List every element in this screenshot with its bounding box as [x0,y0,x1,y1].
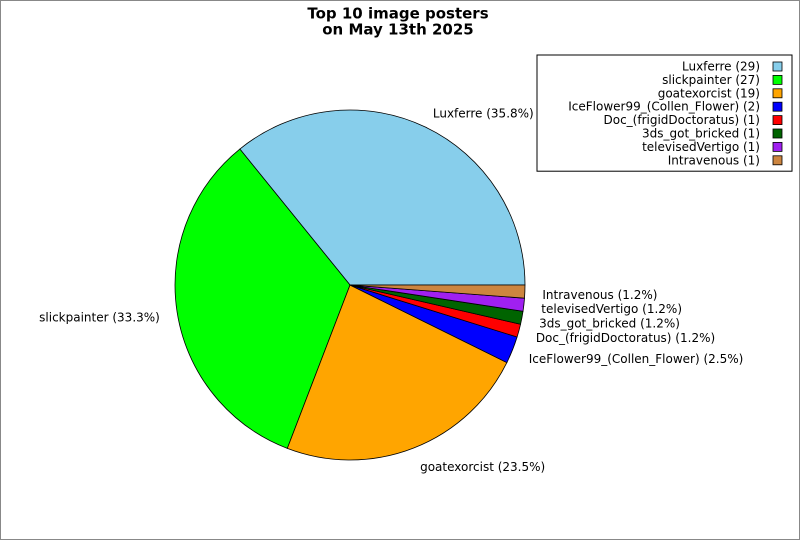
slice-label: televisedVertigo (1.2%) [541,302,682,316]
legend-swatch [772,75,783,85]
pie-slice [286,284,508,461]
chart-title: Top 10 image posters [307,5,488,23]
legend-label: 3ds_got_bricked (1) [642,127,760,141]
pie-slice [349,284,526,299]
legend-label: IceFlower99_(Collen_Flower) (2) [568,100,760,114]
legend-swatch [772,155,783,166]
legend-swatch [772,141,783,152]
legend-label: goatexorcist (19) [658,86,760,100]
legend-swatch [772,88,783,99]
legend-label: Luxferre (29) [682,60,760,74]
slice-label: Intravenous (1.2%) [542,288,657,302]
chart-title: on May 13th 2025 [322,21,474,39]
slice-label: goatexorcist (23.5%) [420,460,545,474]
legend-swatch [772,115,783,125]
legend-swatch [772,101,783,112]
legend-label: Doc_(frigidDoctoratus) (1) [604,113,761,127]
legend-swatch [772,128,783,139]
pie-slice [174,148,351,449]
pie-slice [239,109,526,286]
legend-swatch [772,61,783,72]
slice-label: slickpainter (33.3%) [39,311,160,325]
slice-label: Luxferre (35.8%) [433,107,534,121]
legend-label: televisedVertigo (1) [642,140,760,154]
slice-label: 3ds_got_bricked (1.2%) [539,317,680,331]
slice-label: IceFlower99_(Collen_Flower) (2.5%) [529,352,744,366]
slice-label: Doc_(frigidDoctoratus) (1.2%) [536,331,715,345]
legend-box [536,54,793,172]
legend-label: slickpainter (27) [662,73,760,87]
legend-label: Intravenous (1) [668,153,760,167]
